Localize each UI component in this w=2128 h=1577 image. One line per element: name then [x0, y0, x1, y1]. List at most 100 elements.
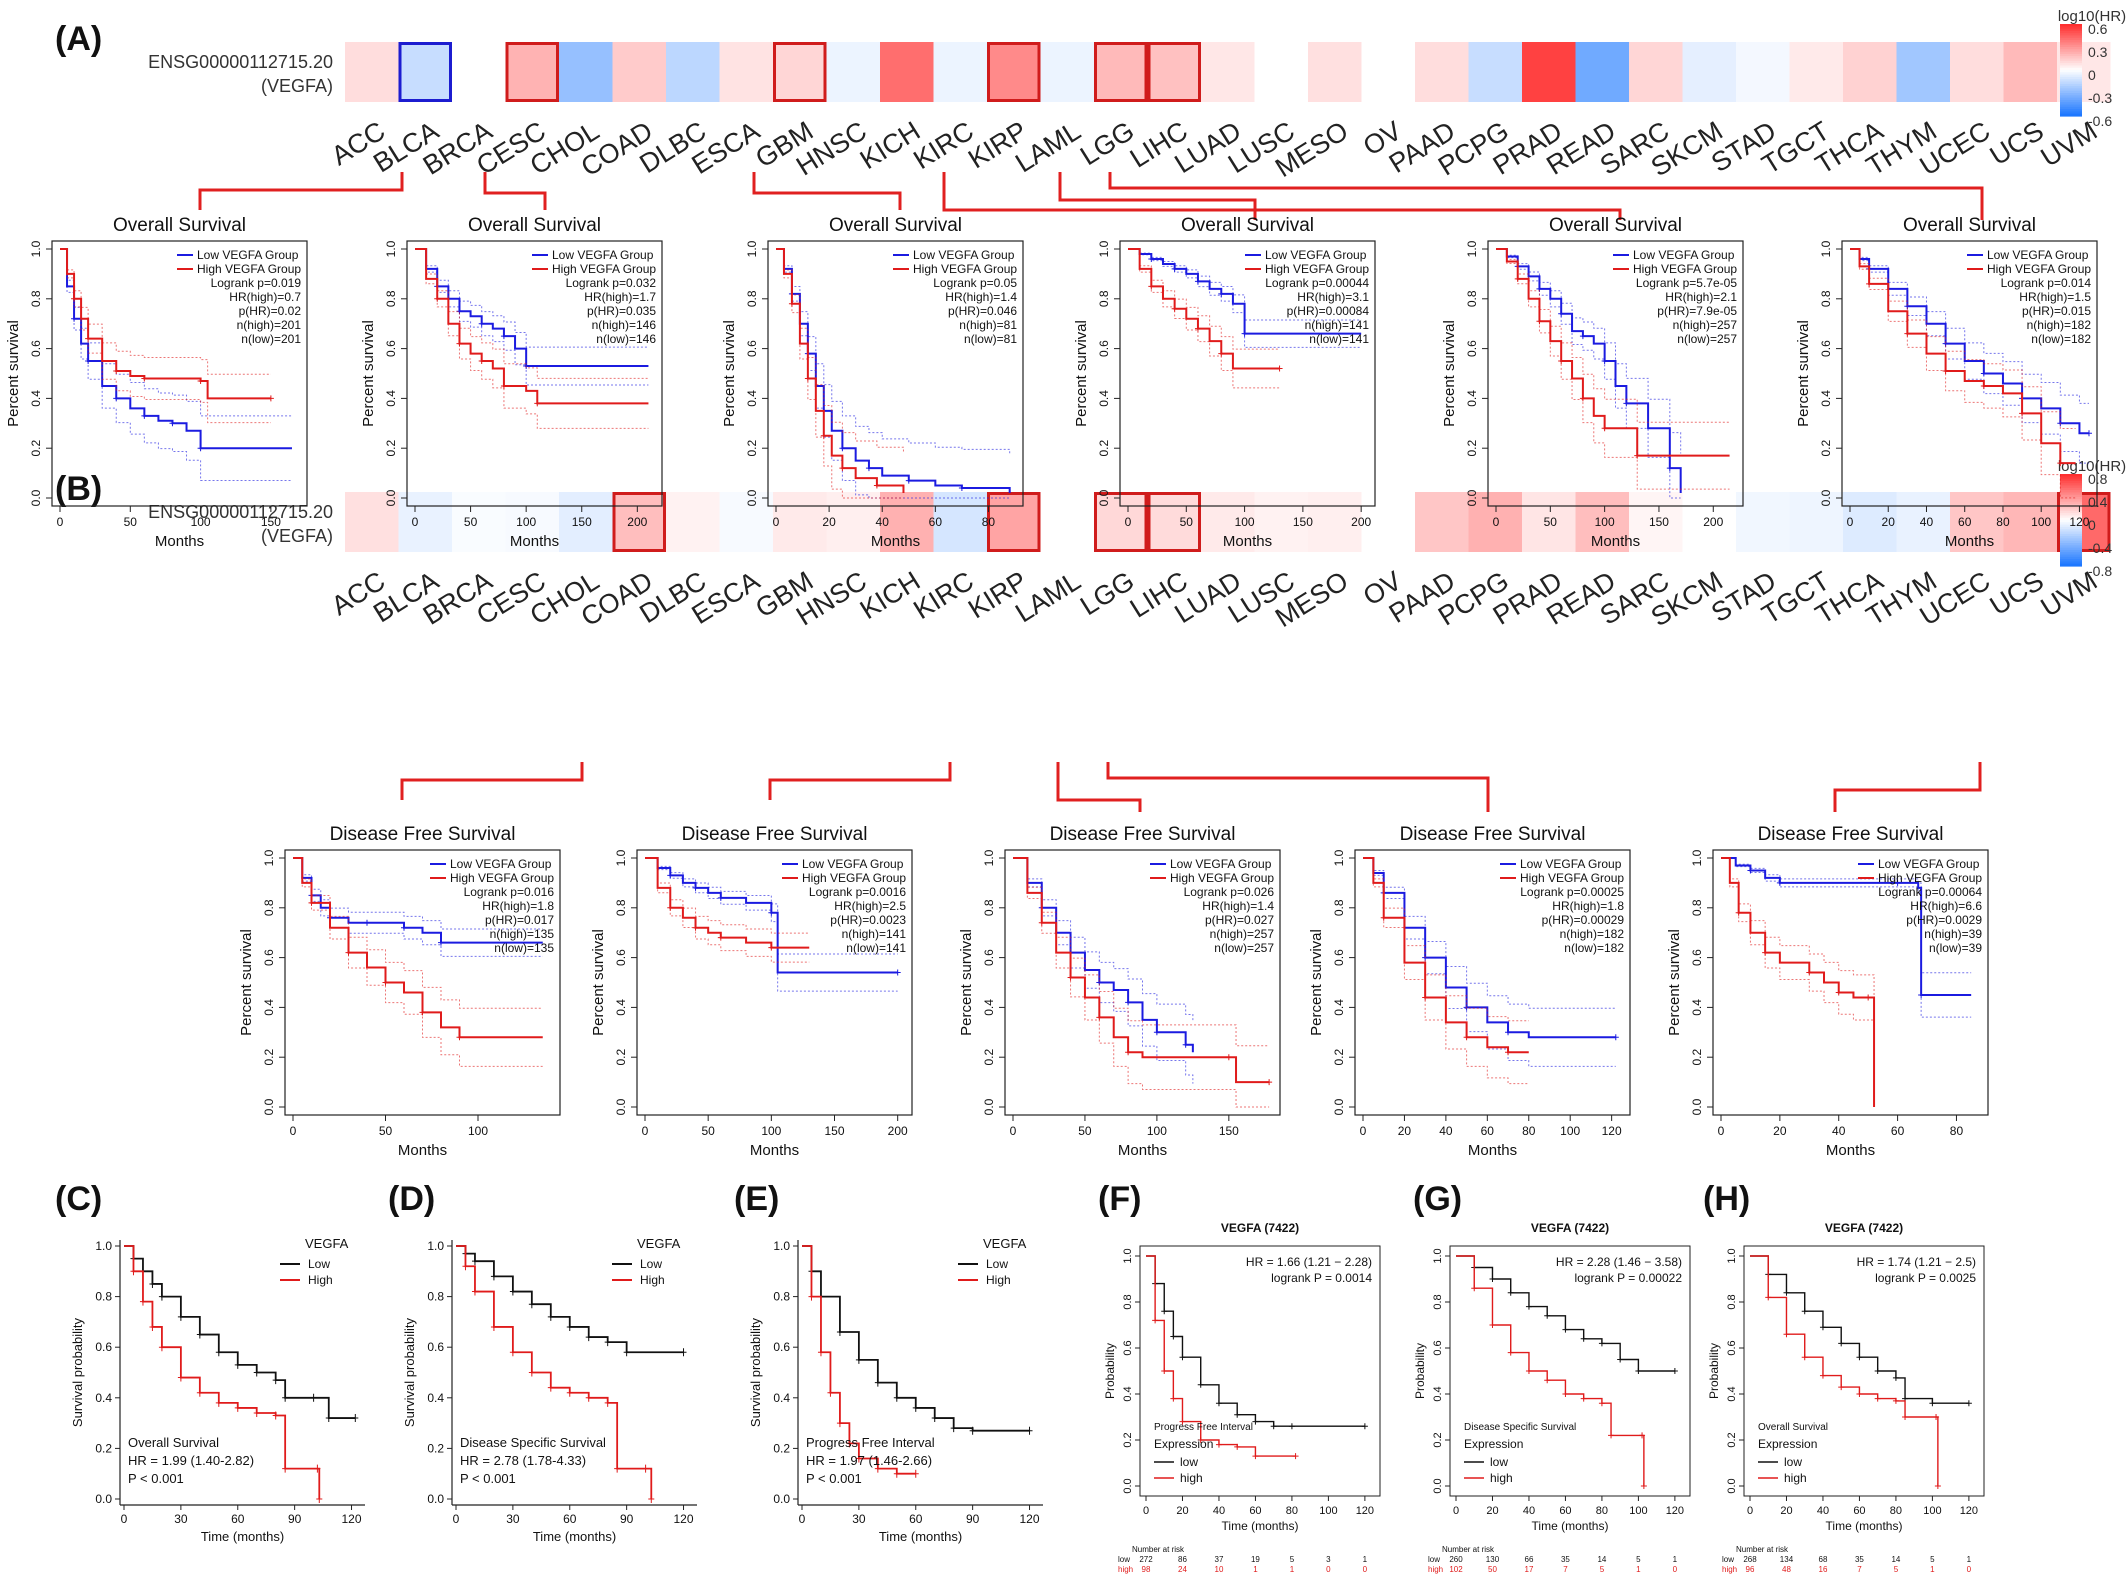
km-stat: Logrank p=0.05: [933, 276, 1017, 290]
censor-mark: [158, 1292, 165, 1301]
censor-mark: [158, 1343, 165, 1352]
censor-mark: [1171, 265, 1178, 272]
km-curve-high: [1363, 857, 1529, 1054]
censor-mark: [85, 358, 92, 365]
heatmap-cell: [1682, 42, 1736, 102]
censor-mark: [314, 1464, 321, 1473]
censor-mark: [1422, 994, 1429, 1001]
y-tick-label: 0.6: [1432, 1340, 1444, 1355]
censor-mark: [1161, 1368, 1168, 1374]
y-axis-label: Probability: [1413, 1343, 1427, 1399]
censor-mark: [1179, 1418, 1186, 1425]
y-tick-label: 1.0: [262, 849, 276, 866]
heatmap-cell: [987, 42, 1041, 102]
heatmap-cell: [1468, 42, 1522, 102]
x-axis-label: Time (months): [1222, 1519, 1299, 1533]
y-tick-label: 0.2: [1819, 440, 1833, 457]
censor-mark: [1666, 465, 1673, 472]
y-tick-label: 0.8: [1465, 290, 1479, 307]
scale-swatch: [2060, 503, 2082, 507]
x-tick-label: 0: [1143, 1505, 1149, 1517]
risk-low: 14: [1891, 1555, 1900, 1564]
scale-swatch: [2060, 72, 2082, 76]
scale-swatch: [2060, 497, 2082, 500]
km-title: Overall Survival: [113, 215, 246, 236]
scale-swatch: [2060, 35, 2082, 39]
risk-row-label-low: low: [1428, 1555, 1440, 1564]
legend-low: low: [1180, 1455, 1198, 1469]
censor-mark: [827, 1388, 834, 1397]
censor-mark: [1765, 1294, 1772, 1301]
km-stat: Logrank p=0.00025: [1520, 885, 1624, 899]
y-tick-label: 0.0: [1690, 1098, 1704, 1115]
x-tick-label: 60: [231, 1512, 245, 1526]
km-stat: n(high)=201: [237, 318, 302, 332]
censor-mark: [1361, 1423, 1368, 1430]
y-tick-label: 1.0: [614, 849, 628, 866]
risk-high: 17: [1525, 1565, 1534, 1574]
scale-swatch: [2060, 42, 2082, 46]
heatmap-cell: [1201, 492, 1255, 552]
scale-tick: 0.3: [2088, 44, 2108, 60]
scale-swatch: [2060, 109, 2082, 112]
censor-mark: [310, 1393, 317, 1402]
legend-low: Low VEGFA Group: [450, 857, 552, 871]
risk-high: 1: [1930, 1565, 1935, 1574]
y-tick-label: 0.6: [95, 1340, 112, 1354]
y-tick-label: 0.0: [1432, 1478, 1444, 1493]
censor-mark: [528, 1368, 535, 1377]
km-stat: p(HR)=0.02: [239, 304, 302, 318]
censor-mark: [177, 1312, 184, 1321]
censor-mark: [1489, 1276, 1496, 1282]
censor-mark: [345, 949, 352, 956]
y-tick-label: 0.8: [1819, 290, 1833, 307]
censor-mark: [717, 894, 724, 901]
censor-mark: [1892, 1397, 1899, 1404]
censor-mark: [1125, 999, 1132, 1006]
km-tcga-0: 0.0 0.2 0.4 0.6 0.8 1.0 0 30 60 90 120 Time (months…: [70, 1236, 365, 1544]
km-stat: n(high)=182: [2027, 318, 2092, 332]
heatmap-cell: [1415, 42, 1469, 102]
censor-mark: [1783, 1331, 1790, 1338]
censor-mark: [1762, 949, 1769, 956]
cancer-label: UCS: [1985, 116, 2049, 172]
censor-mark: [1608, 1432, 1615, 1439]
km-frame: [1743, 1245, 1985, 1497]
x-tick-label: 100: [468, 1124, 488, 1138]
risk-high: 0: [1326, 1565, 1331, 1574]
km-stat: Logrank p=0.026: [1184, 885, 1275, 899]
legend-high: High VEGFA Group: [1987, 262, 2091, 276]
x-tick-label: 0: [799, 1512, 806, 1526]
y-tick-label: 0.8: [1690, 899, 1704, 916]
censor-mark: [1266, 1079, 1273, 1086]
censor-mark: [1558, 358, 1565, 365]
censor-mark: [1640, 1483, 1647, 1489]
y-tick-label: 0.4: [95, 1391, 112, 1405]
km-ci-lower-high: [645, 857, 810, 963]
km-annotation: P < 0.001: [806, 1471, 862, 1486]
scale-swatch: [2060, 40, 2082, 43]
scale-swatch: [2060, 70, 2082, 73]
risk-low: 1: [1363, 1555, 1368, 1564]
km-curve-high: [645, 857, 810, 949]
censor-mark: [894, 969, 901, 976]
legend-low: Low: [640, 1257, 662, 1271]
km-title: Disease Free Survival: [1050, 824, 1236, 845]
scale-tick: 0: [2088, 67, 2096, 83]
censor-mark: [1747, 867, 1754, 874]
km-stat: p(HR)=0.046: [948, 304, 1017, 318]
x-tick-label: 50: [379, 1124, 393, 1138]
censor-mark: [1856, 1391, 1863, 1397]
heatmap-cell: [1682, 492, 1736, 552]
km-stat: HR(high)=2.1: [1665, 290, 1737, 304]
heatmap-cell: [880, 492, 934, 552]
y-axis-label: Percent survival: [1308, 929, 1325, 1036]
censor-mark: [1838, 1340, 1845, 1347]
censor-mark: [614, 1464, 621, 1473]
km-ci-lower-high: [293, 857, 543, 1067]
y-axis-label: Probability: [1707, 1343, 1721, 1399]
connector-line: [483, 172, 547, 210]
km-frame: [1449, 1245, 1691, 1497]
heatmap-cell: [1094, 492, 1148, 552]
km-stat: n(low)=135: [494, 941, 554, 955]
